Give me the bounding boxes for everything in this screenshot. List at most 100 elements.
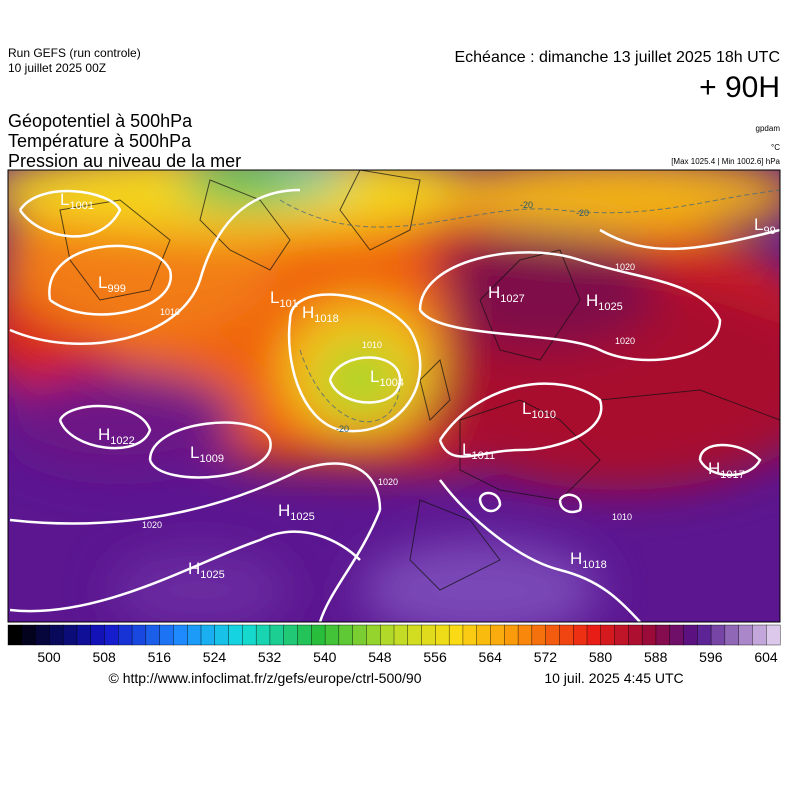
colorbar-swatch xyxy=(614,624,629,646)
colorbar-swatch xyxy=(131,624,147,646)
colorbar-swatch xyxy=(738,624,753,646)
colorbar-swatch xyxy=(380,624,395,646)
pressure-center: L1004 xyxy=(370,367,404,389)
pressure-center: L99 xyxy=(754,215,776,237)
colorbar-tick-label: 540 xyxy=(313,649,337,665)
colorbar-swatch xyxy=(559,624,574,646)
pressure-center: H1025 xyxy=(278,501,315,523)
run-date: 10 juillet 2025 00Z xyxy=(8,61,106,75)
contour-label: 1020 xyxy=(615,262,635,272)
center-kind: L xyxy=(522,399,531,418)
center-kind: L xyxy=(462,440,471,459)
center-kind: H xyxy=(488,283,500,302)
center-kind: H xyxy=(278,501,290,520)
center-value: 101 xyxy=(279,298,297,310)
colorbar-swatch xyxy=(35,624,50,646)
colorbar-swatch xyxy=(311,624,326,646)
colorbar-swatch xyxy=(62,624,78,646)
colorbar-ticks: 500 508 516 524 532 540 548 556 564 572 580 588 596 6… xyxy=(37,649,778,665)
center-value: 1022 xyxy=(110,435,134,447)
contour-label: 1010 xyxy=(160,307,180,317)
center-kind: L xyxy=(754,215,763,234)
center-value: 1025 xyxy=(598,301,622,313)
colorbar-swatch xyxy=(697,624,712,646)
center-kind: H xyxy=(586,291,598,310)
colorbar-tick-label: 500 xyxy=(37,649,61,665)
center-kind: L xyxy=(370,367,379,386)
colorbar-swatch xyxy=(586,624,602,646)
colorbar-swatch xyxy=(104,624,119,646)
colorbar xyxy=(7,624,781,646)
colorbar-swatch xyxy=(531,624,547,646)
center-kind: L xyxy=(98,273,107,292)
colorbar-tick-label: 580 xyxy=(589,649,613,665)
colorbar-swatch xyxy=(710,624,726,646)
pressure-center: L1011 xyxy=(462,440,495,462)
colorbar-swatch xyxy=(21,624,37,646)
unit: °C xyxy=(771,143,780,152)
contour-label: 1010 xyxy=(362,340,382,350)
colorbar-swatch xyxy=(476,624,492,646)
colorbar-swatch xyxy=(352,624,367,646)
center-kind: L xyxy=(270,288,279,307)
pressure-center: L1009 xyxy=(190,443,224,465)
colorbar-swatch xyxy=(504,624,519,646)
pressure-center: H1027 xyxy=(488,283,525,305)
center-kind: H xyxy=(570,549,582,568)
contour-label: -20 xyxy=(336,424,349,434)
colorbar-swatch xyxy=(407,624,423,646)
colorbar-swatch xyxy=(228,624,243,646)
pressure-center: L999 xyxy=(98,273,126,295)
colorbar-tick-label: 548 xyxy=(368,649,392,665)
colorbar-tick-label: 572 xyxy=(534,649,558,665)
colorbar-swatch xyxy=(573,624,588,646)
colorbar-swatch xyxy=(490,624,505,646)
colorbar-swatch xyxy=(338,624,354,646)
colorbar-swatch xyxy=(76,624,92,646)
center-value: 1027 xyxy=(500,293,524,305)
center-kind: H xyxy=(98,425,110,444)
center-kind: H xyxy=(188,559,200,578)
pressure-center: L1010 xyxy=(522,399,556,421)
center-kind: L xyxy=(190,443,199,462)
colorbar-tick-label: 604 xyxy=(754,649,778,665)
colorbar-swatch xyxy=(366,624,381,646)
center-value: 1017 xyxy=(720,469,744,481)
pressure-center: H1018 xyxy=(570,549,607,571)
colorbar-swatch xyxy=(462,624,478,646)
colorbar-swatch xyxy=(200,624,216,646)
colorbar-tick-label: 556 xyxy=(423,649,447,665)
center-value: 1018 xyxy=(314,313,338,325)
colorbar-swatch xyxy=(421,624,436,646)
colorbar-tick-label: 564 xyxy=(479,649,503,665)
colorbar-swatch xyxy=(628,624,643,646)
unit: [Max 1025.4 | Min 1002.6] hPa xyxy=(671,157,780,166)
colorbar-swatch xyxy=(145,624,161,646)
colorbar-swatch xyxy=(641,624,657,646)
center-value: 1018 xyxy=(582,559,606,571)
center-value: 1025 xyxy=(290,511,314,523)
center-kind: H xyxy=(302,303,314,322)
pressure-center: H1025 xyxy=(586,291,623,313)
contour-label: 1020 xyxy=(142,520,162,530)
source: © http://www.infoclimat.fr/z/gefs/europe… xyxy=(108,670,421,686)
center-kind: L xyxy=(60,190,69,209)
unit: gpdam xyxy=(756,124,781,133)
issued: 10 juil. 2025 4:45 UTC xyxy=(544,670,683,686)
center-value: 1004 xyxy=(379,377,403,389)
pressure-center: L1001 xyxy=(60,190,94,212)
colorbar-swatch xyxy=(669,624,685,646)
colorbar-swatch xyxy=(766,624,781,646)
pressure-center: H1018 xyxy=(302,303,339,325)
map-frame xyxy=(7,169,781,623)
colorbar-swatch xyxy=(683,624,698,646)
colorbar-swatch xyxy=(297,624,312,646)
field-name: Pression au niveau de la mer xyxy=(8,151,241,171)
colorbar-tick-label: 588 xyxy=(644,649,668,665)
center-value: 1025 xyxy=(200,569,224,581)
colorbar-swatch xyxy=(600,624,616,646)
colorbar-swatch xyxy=(118,624,133,646)
contour-label: -20 xyxy=(576,208,589,218)
